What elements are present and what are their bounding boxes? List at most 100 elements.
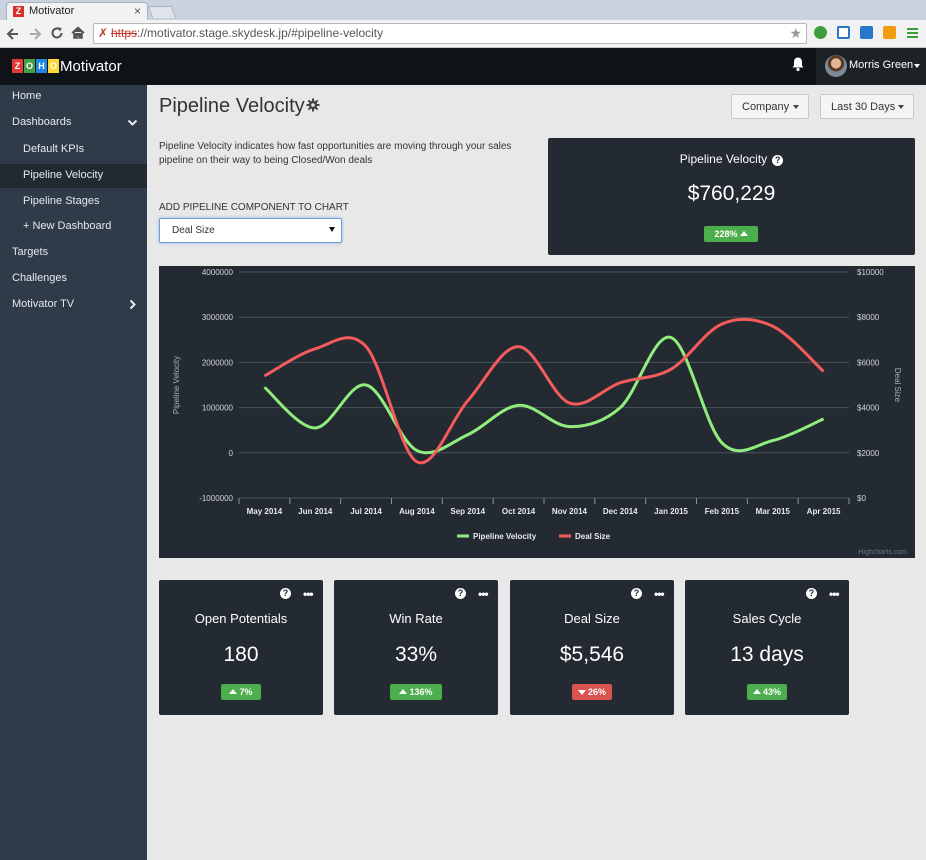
card-value: $760,229 <box>687 182 776 205</box>
arrow-up-icon <box>752 689 761 694</box>
arrow-up-icon <box>739 231 748 236</box>
browser-menu-icon[interactable] <box>906 26 919 39</box>
pipeline-chart: -1000000 0 1000000 2000000 3000000 4000000 $0 $… <box>159 266 915 558</box>
arrow-down-icon <box>577 690 586 695</box>
help-icon[interactable]: ? <box>631 588 642 599</box>
series-line-pipeline-velocity <box>263 336 825 455</box>
sidebar-item-targets[interactable]: Targets <box>0 241 147 265</box>
pipeline-velocity-card: Pipeline Velocity? $760,229 228% <box>548 138 915 255</box>
y-right-tick-label: $0 <box>857 494 866 503</box>
sidebar-item-challenges[interactable]: Challenges <box>0 267 147 291</box>
y-left-tick-label: 3000000 <box>202 313 234 322</box>
insecure-lock-icon[interactable]: ✗ <box>98 26 109 40</box>
extension-cast-icon[interactable] <box>860 26 873 39</box>
page-title: Pipeline Velocity <box>159 95 305 117</box>
component-select[interactable]: Deal Size <box>159 218 342 243</box>
user-menu-caret-icon <box>914 64 920 68</box>
series-line-deal-size <box>263 317 825 465</box>
notifications-bell-icon[interactable] <box>791 56 805 72</box>
tile-value: 13 days <box>730 643 804 666</box>
period-dropdown[interactable]: Last 30 Days <box>820 94 914 119</box>
caret-down-icon <box>898 105 904 109</box>
chevron-down-icon <box>127 119 138 126</box>
y-left-tick-label: 2000000 <box>202 358 234 367</box>
help-icon[interactable]: ? <box>772 155 784 166</box>
reload-icon[interactable] <box>50 26 64 40</box>
sidebar: Home Dashboards Default KPIs Pipeline Ve… <box>0 85 147 860</box>
x-tick-label: Jun 2014 <box>298 507 333 516</box>
x-tick-label: May 2014 <box>247 507 283 516</box>
more-options-icon[interactable]: ••• <box>478 587 489 601</box>
more-options-icon[interactable]: ••• <box>303 587 314 601</box>
url-text: https://motivator.stage.skydesk.jp/#pipe… <box>111 26 384 40</box>
y-left-tick-label: 4000000 <box>202 268 234 277</box>
arrow-up-icon <box>399 689 408 694</box>
x-tick-label: Sep 2014 <box>450 507 485 516</box>
gear-icon[interactable] <box>306 98 320 112</box>
extension-screen-icon[interactable] <box>837 26 850 39</box>
company-dropdown[interactable]: Company <box>731 94 809 119</box>
forward-icon[interactable] <box>28 27 42 41</box>
sidebar-item-pipeline-velocity[interactable]: Pipeline Velocity <box>0 164 147 188</box>
app-header: Z O H O Motivator Morris Green <box>0 48 926 85</box>
x-tick-label: Oct 2014 <box>502 507 536 516</box>
zoho-favicon-icon: Z <box>13 6 24 17</box>
sidebar-item-home[interactable]: Home <box>0 85 147 109</box>
sidebar-item-label: Pipeline Stages <box>23 195 100 207</box>
page-description: Pipeline Velocity indicates how fast opp… <box>159 141 512 166</box>
tab-title: Motivator <box>29 5 75 17</box>
help-icon[interactable]: ? <box>806 588 817 599</box>
extension-leaf-icon[interactable] <box>814 26 827 39</box>
help-icon[interactable]: ? <box>455 588 466 599</box>
extension-chart-icon[interactable] <box>883 26 896 39</box>
tile-value: $5,546 <box>559 643 625 666</box>
legend-label: Pipeline Velocity <box>473 532 537 541</box>
y-right-tick-label: $8000 <box>857 313 880 322</box>
address-bar[interactable]: ✗ https://motivator.stage.skydesk.jp/#pi… <box>93 23 807 44</box>
zoho-logo[interactable]: Z O H O <box>12 59 60 75</box>
home-icon[interactable] <box>71 26 85 40</box>
tile-title: Sales Cycle <box>732 611 802 626</box>
more-options-icon[interactable]: ••• <box>829 587 840 601</box>
y-right-tick-label: $6000 <box>857 358 880 367</box>
y-right-axis-title: Deal Size <box>893 368 902 403</box>
sidebar-item-new-dashboard[interactable]: + New Dashboard <box>0 215 147 239</box>
change-badge: 7% <box>221 684 261 700</box>
tile-title: Win Rate <box>389 611 443 626</box>
tab-close-icon[interactable]: × <box>133 4 141 18</box>
new-tab-button[interactable] <box>147 6 177 18</box>
kpi-tile-deal-size: ? ••• Deal Size $5,546 26% <box>510 580 674 715</box>
back-icon[interactable] <box>6 27 20 41</box>
sidebar-item-pipeline-stages[interactable]: Pipeline Stages <box>0 190 147 214</box>
bookmark-star-icon[interactable]: ★ <box>789 25 802 41</box>
avatar <box>825 55 847 77</box>
user-name: Morris Green <box>849 59 914 71</box>
arrow-up-icon <box>229 689 238 694</box>
sidebar-item-label: + New Dashboard <box>23 220 112 232</box>
more-options-icon[interactable]: ••• <box>654 587 665 601</box>
change-badge: 43% <box>747 684 787 700</box>
x-tick-label: Jul 2014 <box>350 507 382 516</box>
tile-value: 180 <box>223 643 259 666</box>
help-icon[interactable]: ? <box>280 588 291 599</box>
kpi-tile-sales-cycle: ? ••• Sales Cycle 13 days 43% <box>685 580 849 715</box>
add-component-label: ADD PIPELINE COMPONENT TO CHART <box>159 202 349 213</box>
change-badge: 228% <box>704 226 758 242</box>
sidebar-item-default-kpis[interactable]: Default KPIs <box>0 138 147 162</box>
kpi-tile-win-rate: ? ••• Win Rate 33% 136% <box>334 580 498 715</box>
y-left-tick-label: 1000000 <box>202 404 234 413</box>
user-menu[interactable]: Morris Green <box>816 48 926 85</box>
sidebar-item-label: Default KPIs <box>23 143 85 155</box>
x-tick-label: Feb 2015 <box>705 507 740 516</box>
sidebar-item-motivator-tv[interactable]: Motivator TV <box>0 293 147 317</box>
browser-tabstrip: Z Motivator × <box>0 0 926 20</box>
change-badge: 26% <box>572 684 612 700</box>
x-tick-label: Aug 2014 <box>399 507 435 516</box>
change-badge: 136% <box>390 684 442 700</box>
sidebar-item-label: Dashboards <box>12 116 72 128</box>
card-title: Pipeline Velocity? <box>548 152 915 166</box>
x-tick-label: Jan 2015 <box>654 507 688 516</box>
sidebar-item-label: Motivator TV <box>12 298 75 310</box>
browser-tab[interactable]: Z Motivator × <box>6 2 148 20</box>
sidebar-item-dashboards[interactable]: Dashboards <box>0 111 147 135</box>
